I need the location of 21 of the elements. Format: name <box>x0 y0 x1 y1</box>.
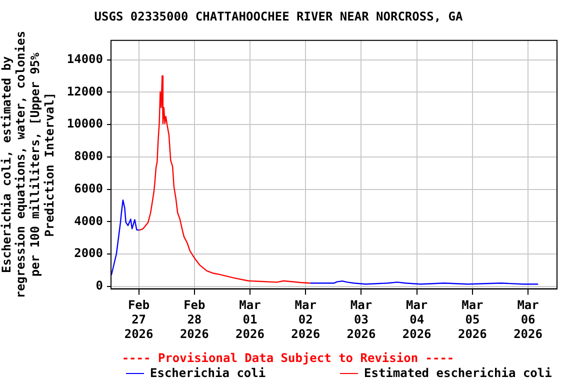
y-tick-label: 10000 <box>66 116 103 131</box>
x-tick-label: Mar 01 2026 <box>236 298 264 341</box>
y-tick-label: 14000 <box>66 52 103 66</box>
y-tick-label: 6000 <box>74 181 103 196</box>
x-tick-label: Feb 28 2026 <box>180 298 209 341</box>
x-tick-label: Mar 02 2026 <box>291 298 320 341</box>
y-tick-label: 12000 <box>66 84 103 98</box>
chart-title: USGS 02335000 CHATTAHOOCHEE RIVER NEAR NORCROSS, GA <box>94 9 464 24</box>
legend-label: Estimated escherichia coli <box>363 366 552 380</box>
x-tick-label: Mar 05 2026 <box>458 298 487 341</box>
x-tick-label: Mar 04 2026 <box>402 298 432 341</box>
legend-label: Escherichia coli <box>149 366 266 380</box>
y-tick-label: 8000 <box>74 149 103 164</box>
y-tick-label: 0 <box>96 278 103 292</box>
x-tick-label: Feb 27 2026 <box>124 298 154 341</box>
x-tick-label: Mar 06 2026 <box>514 298 542 341</box>
x-tick-label: Mar 03 2026 <box>346 298 376 341</box>
y-axis-title: Escherichia coli, estimated by regression equations, water, colonies per 100 milliliters, [Upper 95% Prediction Interval] <box>0 30 57 298</box>
y-tick-label: 4000 <box>74 214 103 228</box>
text: ---- Provisional Data Subject to Revision ---- <box>120 351 456 365</box>
y-tick-label: 2000 <box>74 246 103 260</box>
